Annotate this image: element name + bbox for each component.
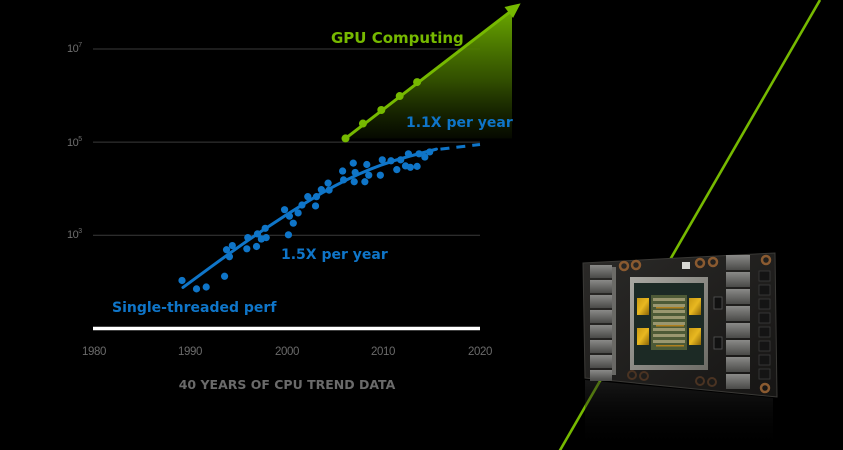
cpu-data-point <box>378 156 386 164</box>
cpu-data-point <box>178 276 186 285</box>
cpu-trend-projection <box>440 142 481 151</box>
cpu-data-point <box>222 246 231 254</box>
x-tick-1980: 1980 <box>82 346 106 358</box>
gpu-data-point <box>358 119 367 128</box>
gpu-board-image <box>582 252 778 450</box>
cpu-data-point <box>304 193 312 201</box>
cpu-data-point <box>421 153 429 161</box>
cpu-data-point <box>289 219 297 227</box>
y-tick-1e7: 107 <box>67 42 82 55</box>
cpu-data-point <box>351 168 359 177</box>
chart-caption: 40 YEARS OF CPU TREND DATA <box>178 377 396 392</box>
cpu-data-point <box>228 241 236 250</box>
cpu-data-point <box>415 150 423 158</box>
cpu-data-point <box>393 166 401 174</box>
x-tick-2020: 2020 <box>468 346 492 358</box>
cpu-data-point <box>192 285 201 293</box>
cpu-data-point <box>280 206 289 214</box>
cpu-data-point <box>312 193 321 201</box>
x-tick-2000: 2000 <box>275 346 299 358</box>
cpu-data-point <box>387 157 395 165</box>
cpu-data-point <box>325 186 333 194</box>
cpu-data-point <box>339 176 348 184</box>
cpu-data-point <box>220 272 229 280</box>
gpu-series <box>341 3 521 143</box>
cpu-data-point <box>376 171 384 179</box>
x-tick-1990: 1990 <box>178 346 202 358</box>
gpu-rate-label: 1.1X per year <box>406 115 513 131</box>
cpu-data-point <box>339 167 347 175</box>
x-tick-2010: 2010 <box>371 346 395 358</box>
cpu-data-point <box>261 224 269 232</box>
gpu-arrowhead-icon <box>504 3 521 19</box>
cpu-data-point <box>202 283 210 291</box>
cpu-data-point <box>406 163 414 171</box>
cpu-series-label: Single-threaded perf <box>112 300 277 316</box>
cpu-data-point <box>284 231 293 239</box>
cpu-data-point <box>365 171 373 179</box>
cpu-data-point <box>225 253 234 261</box>
cpu-data-point <box>413 162 421 170</box>
cpu-data-point <box>324 179 332 187</box>
cpu-data-point <box>253 230 262 238</box>
y-tick-1e3: 103 <box>67 228 82 241</box>
cpu-data-point <box>363 160 371 169</box>
gpu-data-point <box>413 78 422 87</box>
gpu-data-point <box>377 106 386 115</box>
cpu-data-point <box>311 202 320 210</box>
gpu-trend-line <box>344 8 514 140</box>
cpu-data-point <box>349 159 357 167</box>
y-tick-1e5: 105 <box>67 136 82 149</box>
cpu-data-point <box>298 201 306 209</box>
cpu-data-point <box>361 178 369 186</box>
cpu-data-point <box>285 212 294 220</box>
cpu-data-point <box>243 245 251 253</box>
cpu-data-point <box>404 150 413 158</box>
cpu-data-point <box>426 148 434 156</box>
cpu-data-point <box>350 178 358 186</box>
cpu-data-point <box>294 209 302 217</box>
gpu-data-point <box>395 92 404 101</box>
cpu-data-point <box>397 156 405 164</box>
gpu-data-point <box>341 134 350 143</box>
gpu-computing-label: GPU Computing <box>331 29 464 47</box>
cpu-data-point <box>252 242 261 251</box>
cpu-data-point <box>317 186 325 194</box>
cpu-data-point <box>262 234 270 242</box>
cpu-data-point <box>244 234 252 242</box>
cpu-rate-label: 1.5X per year <box>281 247 388 263</box>
cpu-series <box>178 142 481 293</box>
